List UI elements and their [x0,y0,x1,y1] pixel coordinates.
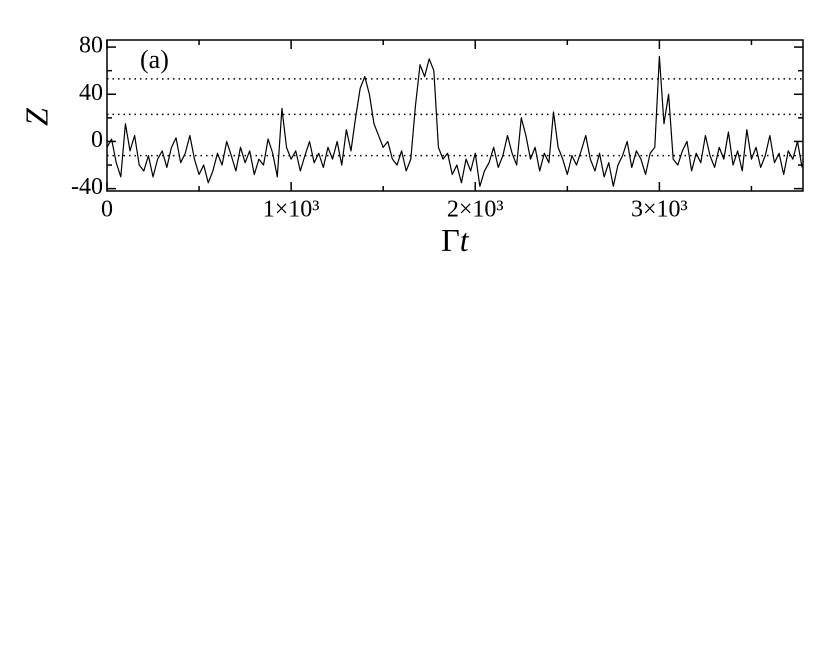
x-axis-label-italic: t [460,222,470,258]
y-tick-label: -40 [71,174,103,200]
y-tick-label: 80 [79,33,103,59]
x-axis-label: Γt [441,222,470,258]
x-tick-label: 1×10³ [263,197,320,223]
panel-label: (a) [140,45,169,74]
y-tick-label: 0 [91,127,103,153]
y-axis-label: Z [18,107,54,126]
y-tick-label: 40 [79,80,103,106]
plot-frame [106,39,804,192]
x-tick-label: 3×10³ [631,197,688,223]
x-axis-label-main: Γ [441,222,460,258]
x-tick-label: 2×10³ [447,197,504,223]
x-tick-label: 0 [101,197,113,223]
series-line [106,55,803,187]
